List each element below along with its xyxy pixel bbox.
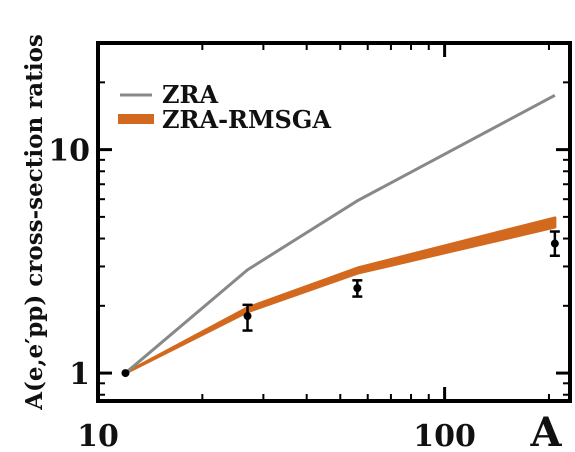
legend-swatch-zra-rmsga <box>118 114 154 124</box>
plot-frame <box>96 41 572 403</box>
data-point <box>550 239 559 248</box>
x-tick-label: 100 <box>413 419 476 452</box>
legend-label-zra: ZRA <box>162 80 218 109</box>
series-zra-line <box>124 93 556 375</box>
series-zra-rmsga-band <box>123 216 557 375</box>
data-point <box>121 369 130 378</box>
data-point <box>353 284 362 293</box>
y-tick-label: 10 <box>48 134 90 169</box>
y-tick-label: 1 <box>69 357 90 392</box>
x-axis-label: A <box>529 409 562 452</box>
tick-layer: 10 100 1 10 <box>48 43 570 452</box>
y-axis-label: A(e,e′pp) cross-section ratios <box>21 34 48 411</box>
series-layer <box>121 93 560 378</box>
x-tick-label: 10 <box>77 419 119 452</box>
data-point <box>243 312 252 321</box>
legend: ZRA ZRA-RMSGA <box>118 80 331 134</box>
legend-label-zra-rmsga: ZRA-RMSGA <box>162 105 331 134</box>
